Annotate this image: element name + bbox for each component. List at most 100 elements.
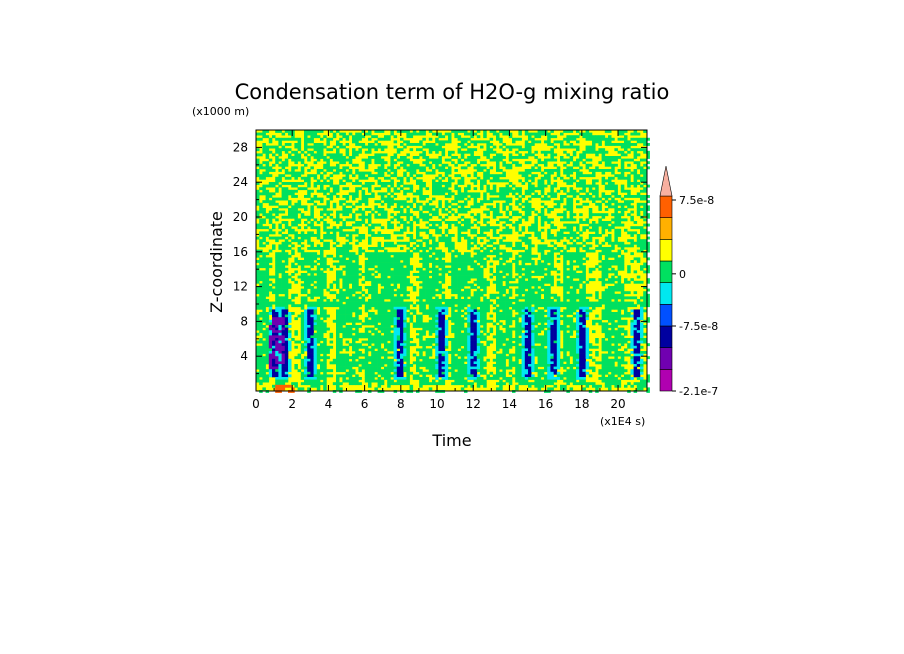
heatmap-cell	[473, 304, 478, 308]
heatmap-cell	[323, 221, 327, 224]
heatmap-cell	[259, 163, 263, 167]
heatmap-cell	[528, 187, 532, 191]
heatmap-cell	[371, 254, 375, 258]
heatmap-cell	[339, 270, 343, 274]
heatmap-cell	[553, 309, 558, 313]
heatmap-cell	[390, 296, 394, 300]
heatmap-cell	[550, 254, 554, 258]
heatmap-cell	[492, 184, 497, 188]
heatmap-cell	[412, 239, 417, 243]
heatmap-cell	[496, 213, 500, 217]
heatmap-cell	[636, 301, 641, 305]
heatmap-cell	[604, 280, 609, 284]
heatmap-cell	[265, 169, 270, 172]
heatmap-cell	[582, 241, 586, 245]
heatmap-cell	[348, 156, 353, 159]
heatmap-cell	[521, 314, 526, 318]
heatmap-cell	[486, 280, 490, 284]
heatmap-cell	[355, 270, 359, 274]
heatmap-cell	[524, 270, 529, 274]
heatmap-cell	[576, 158, 580, 162]
heatmap-cell	[384, 280, 388, 284]
heatmap-cell	[464, 166, 468, 170]
heatmap-cell	[454, 299, 458, 302]
heatmap-cell	[384, 161, 388, 165]
heatmap-cell	[550, 192, 554, 196]
heatmap-cell	[499, 197, 503, 201]
heatmap-cell	[297, 200, 302, 204]
heatmap-cell	[483, 195, 487, 198]
heatmap-cell	[310, 241, 314, 245]
heatmap-cell	[345, 304, 350, 308]
heatmap-cell	[281, 299, 286, 302]
heatmap-cell	[598, 301, 602, 305]
heatmap-cell	[547, 273, 551, 276]
heatmap-cell	[502, 288, 506, 292]
heatmap-cell	[460, 283, 465, 287]
heatmap-cell	[569, 291, 574, 295]
heatmap-cell	[304, 273, 308, 276]
heatmap-cell	[310, 247, 314, 250]
heatmap-cell	[329, 254, 334, 258]
heatmap-cell	[310, 234, 314, 237]
heatmap-cell	[604, 202, 609, 206]
heatmap-cell	[528, 314, 532, 318]
heatmap-cell	[486, 247, 490, 250]
heatmap-cell	[617, 174, 622, 178]
heatmap-cell	[323, 135, 327, 139]
heatmap-cell	[576, 171, 580, 175]
heatmap-cell	[537, 309, 542, 313]
heatmap-cell	[576, 275, 580, 279]
heatmap-cell	[419, 270, 423, 274]
heatmap-cell	[300, 187, 305, 191]
heatmap-cell	[528, 249, 532, 253]
heatmap-cell	[441, 296, 446, 300]
heatmap-cell	[275, 312, 279, 315]
heatmap-cell	[345, 249, 350, 253]
heatmap-cell	[566, 218, 570, 222]
heatmap-cell	[345, 301, 350, 305]
heatmap-cell	[544, 278, 548, 282]
heatmap-cell	[291, 262, 295, 266]
heatmap-cell	[505, 286, 510, 289]
heatmap-cell	[444, 205, 449, 209]
heatmap-cell	[342, 208, 346, 211]
heatmap-cell	[342, 156, 346, 159]
heatmap-cell	[361, 174, 366, 178]
heatmap-cell	[524, 280, 529, 284]
heatmap-cell	[537, 273, 542, 276]
heatmap-cell	[451, 241, 455, 245]
heatmap-cell	[528, 254, 532, 258]
heatmap-cell	[281, 288, 286, 292]
heatmap-cell	[422, 130, 426, 133]
heatmap-cell	[358, 301, 362, 305]
heatmap-cell	[524, 265, 529, 269]
heatmap-cell	[534, 150, 538, 154]
heatmap-cell	[451, 299, 455, 302]
heatmap-cell	[432, 192, 436, 196]
heatmap-cell	[480, 301, 484, 305]
heatmap-cell	[486, 301, 490, 305]
heatmap-cell	[588, 267, 593, 271]
heatmap-cell	[604, 257, 609, 261]
heatmap-cell	[256, 161, 260, 165]
heatmap-cell	[617, 252, 622, 256]
heatmap-cell	[409, 252, 414, 256]
heatmap-cell	[438, 192, 442, 196]
heatmap-cell	[617, 221, 622, 224]
heatmap-cell	[313, 262, 318, 266]
heatmap-cell	[355, 314, 359, 318]
heatmap-cell	[435, 304, 439, 308]
heatmap-cell	[304, 254, 308, 258]
heatmap-cell	[323, 257, 327, 261]
heatmap-cell	[352, 174, 356, 178]
heatmap-cell	[483, 150, 487, 154]
heatmap-cell	[416, 314, 420, 318]
heatmap-cell	[396, 252, 401, 256]
heatmap-cell	[400, 228, 404, 232]
heatmap-cell	[422, 153, 426, 157]
heatmap-cell	[358, 215, 362, 219]
heatmap-cell	[582, 179, 586, 183]
heatmap-cell	[265, 304, 270, 308]
heatmap-cell	[396, 231, 401, 235]
